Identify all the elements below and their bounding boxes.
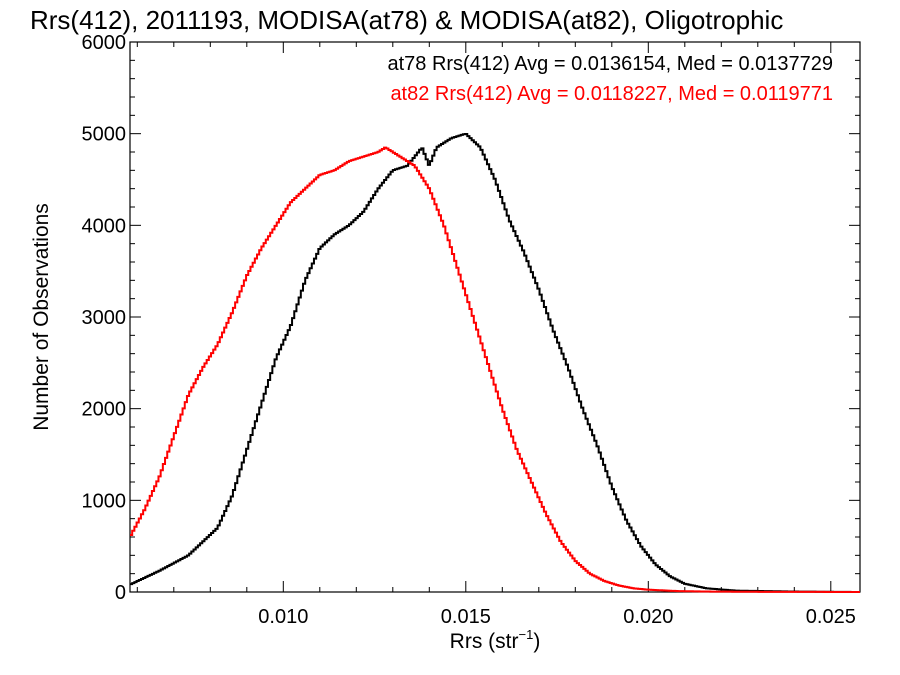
ticks-layer: 0.010 0.015 0.020 0.025 0 1000 2000 3000 4000 500… [82,32,860,628]
plot-frame [129,41,861,593]
chart-title: Rrs(412), 2011193, MODISA(at78) & MODISA… [30,5,783,35]
y-axis-label: Number of Observations [30,203,53,431]
series-line-at82 [130,146,860,593]
x-tick-label: 0.020 [623,606,673,628]
y-tick-label: 5000 [82,124,127,146]
y-tick-label: 3000 [82,307,127,329]
x-axis-label-superscript: −1 [519,627,534,642]
x-axis-label-close: ) [533,630,540,653]
y-tick-label: 6000 [82,32,127,54]
y-tick-label: 2000 [82,399,127,421]
y-tick-label: 0 [115,582,126,604]
y-tick-label: 1000 [82,490,127,512]
series-line-at78 [130,133,861,593]
legend-at78: at78 Rrs(412) Avg = 0.0136154, Med = 0.0… [387,53,833,75]
x-axis-label-main: Rrs (str [450,630,519,653]
y-tick-label: 4000 [82,215,127,237]
series-layer [130,133,861,593]
x-tick-label: 0.025 [806,606,856,628]
x-tick-label: 0.010 [258,606,308,628]
x-axis-label: Rrs (str−1) [450,627,541,653]
legend-at82: at82 Rrs(412) Avg = 0.0118227, Med = 0.0… [390,83,833,105]
x-tick-label: 0.015 [441,606,491,628]
